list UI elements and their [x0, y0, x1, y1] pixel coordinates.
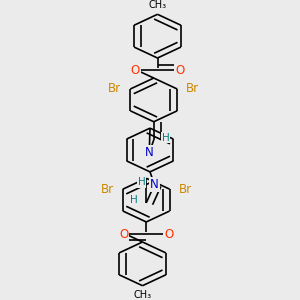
Text: H: H	[138, 177, 146, 187]
Text: O: O	[119, 228, 128, 241]
Text: CH₃: CH₃	[134, 290, 152, 300]
Text: Br: Br	[100, 183, 114, 196]
Text: N: N	[145, 146, 154, 159]
Text: O: O	[164, 228, 173, 241]
Text: N: N	[150, 178, 159, 191]
Text: O: O	[176, 64, 184, 77]
Text: H: H	[162, 133, 169, 142]
Text: Br: Br	[179, 183, 192, 196]
Text: CH₃: CH₃	[148, 0, 166, 10]
Text: O: O	[130, 64, 140, 77]
Text: Br: Br	[186, 82, 200, 95]
Text: H: H	[130, 195, 138, 206]
Text: Br: Br	[108, 82, 121, 95]
